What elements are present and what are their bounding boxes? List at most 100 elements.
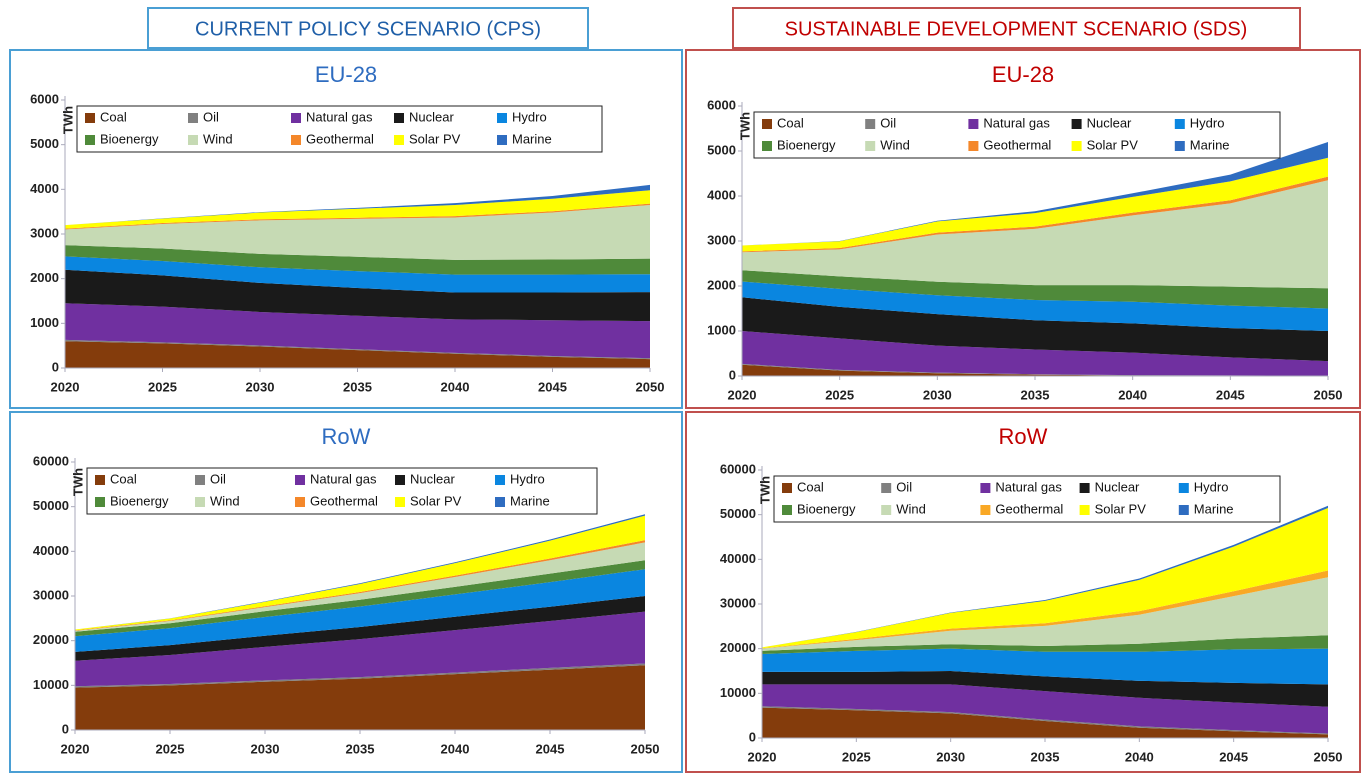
legend-swatch	[968, 141, 979, 151]
legend-label: Nuclear	[409, 109, 454, 124]
legend-label: Nuclear	[1087, 115, 1132, 130]
x-tick-label: 2020	[748, 749, 777, 764]
area	[762, 648, 1328, 685]
legend-swatch	[291, 135, 301, 145]
x-tick-label: 2040	[441, 379, 470, 394]
x-tick-label: 2035	[346, 741, 375, 756]
area	[762, 706, 1328, 735]
legend-swatch	[865, 141, 876, 151]
area	[762, 635, 1328, 655]
legend-label: Natural gas	[310, 471, 377, 486]
area	[65, 303, 650, 359]
y-axis-label: TWh	[70, 468, 85, 496]
area	[65, 256, 650, 293]
area	[762, 707, 1328, 738]
y-tick-label: 6000	[707, 97, 736, 112]
x-tick-label: 2045	[1219, 749, 1248, 764]
area	[762, 577, 1328, 651]
y-tick-label: 2000	[707, 277, 736, 292]
y-tick-label: 0	[52, 359, 59, 374]
area	[75, 663, 645, 688]
y-tick-label: 20000	[720, 640, 756, 655]
x-tick-label: 2045	[536, 741, 565, 756]
y-tick-label: 4000	[30, 181, 59, 196]
y-tick-label: 10000	[720, 685, 756, 700]
area	[65, 245, 650, 275]
chart-title: RoW	[322, 424, 371, 449]
legend-swatch	[881, 483, 892, 493]
legend-swatch	[1178, 505, 1189, 515]
x-tick-label: 2040	[1125, 749, 1154, 764]
y-tick-label: 20000	[33, 632, 69, 647]
legend-label: Solar PV	[409, 131, 461, 146]
y-tick-label: 5000	[707, 142, 736, 157]
y-tick-label: 60000	[720, 461, 756, 476]
legend-label: Oil	[896, 479, 912, 494]
legend-box	[86, 467, 598, 515]
y-tick-label: 30000	[720, 595, 756, 610]
legend-label: Marine	[1194, 501, 1234, 516]
x-tick-label: 2035	[1031, 749, 1060, 764]
legend-swatch	[394, 113, 404, 123]
x-tick-label: 2030	[936, 749, 965, 764]
header-box	[732, 7, 1301, 49]
legend-swatch	[395, 497, 405, 507]
legend-swatch	[291, 113, 301, 123]
x-tick-label: 2050	[1314, 387, 1343, 402]
y-tick-label: 6000	[30, 91, 59, 106]
area	[742, 331, 1328, 376]
legend-label: Bioenergy	[797, 501, 856, 516]
y-tick-label: 50000	[33, 498, 69, 513]
y-axis-label: TWh	[737, 112, 752, 140]
legend-swatch	[195, 475, 205, 485]
legend-label: Coal	[110, 471, 137, 486]
legend-label: Bioenergy	[777, 137, 836, 152]
legend-swatch	[782, 505, 792, 515]
legend-label: Coal	[797, 479, 824, 494]
legend-label: Oil	[203, 109, 219, 124]
area	[75, 611, 645, 687]
legend-swatch	[1174, 141, 1185, 151]
legend-box	[773, 475, 1281, 523]
legend-swatch	[1178, 483, 1189, 493]
y-tick-label: 5000	[30, 136, 59, 151]
scenario-header: CURRENT POLICY SCENARIO (CPS)	[195, 18, 541, 40]
legend-label: Nuclear	[410, 471, 455, 486]
legend-label: Wind	[203, 131, 233, 146]
legend-swatch	[394, 135, 404, 145]
legend-swatch	[195, 497, 205, 507]
area	[75, 665, 645, 730]
y-tick-label: 0	[749, 729, 756, 744]
y-tick-label: 10000	[33, 677, 69, 692]
legend-label: Solar PV	[1095, 501, 1147, 516]
legend-swatch	[495, 475, 505, 485]
legend-swatch	[85, 135, 95, 145]
legend-swatch	[865, 119, 876, 129]
x-tick-label: 2045	[538, 379, 567, 394]
x-tick-label: 2035	[1021, 387, 1050, 402]
legend-label: Geothermal	[306, 131, 374, 146]
x-tick-label: 2020	[728, 387, 757, 402]
x-tick-label: 2030	[251, 741, 280, 756]
y-tick-label: 2000	[30, 270, 59, 285]
legend-swatch	[881, 505, 892, 515]
y-axis-label: TWh	[757, 476, 772, 504]
scenario-header: SUSTAINABLE DEVELOPMENT SCENARIO (SDS)	[785, 18, 1248, 40]
legend-swatch	[968, 119, 979, 129]
x-tick-label: 2025	[156, 741, 185, 756]
area	[75, 560, 645, 637]
legend-swatch	[1174, 119, 1185, 129]
legend-label: Geothermal	[310, 493, 378, 508]
legend-label: Hydro	[1194, 479, 1229, 494]
legend-swatch	[188, 113, 198, 123]
y-tick-label: 0	[729, 367, 736, 382]
area	[75, 569, 645, 652]
area	[742, 297, 1328, 362]
area	[65, 269, 650, 322]
legend-swatch	[980, 505, 991, 515]
x-tick-label: 2050	[636, 379, 665, 394]
header-box	[147, 7, 589, 49]
legend-swatch	[95, 497, 105, 507]
area	[65, 190, 650, 229]
